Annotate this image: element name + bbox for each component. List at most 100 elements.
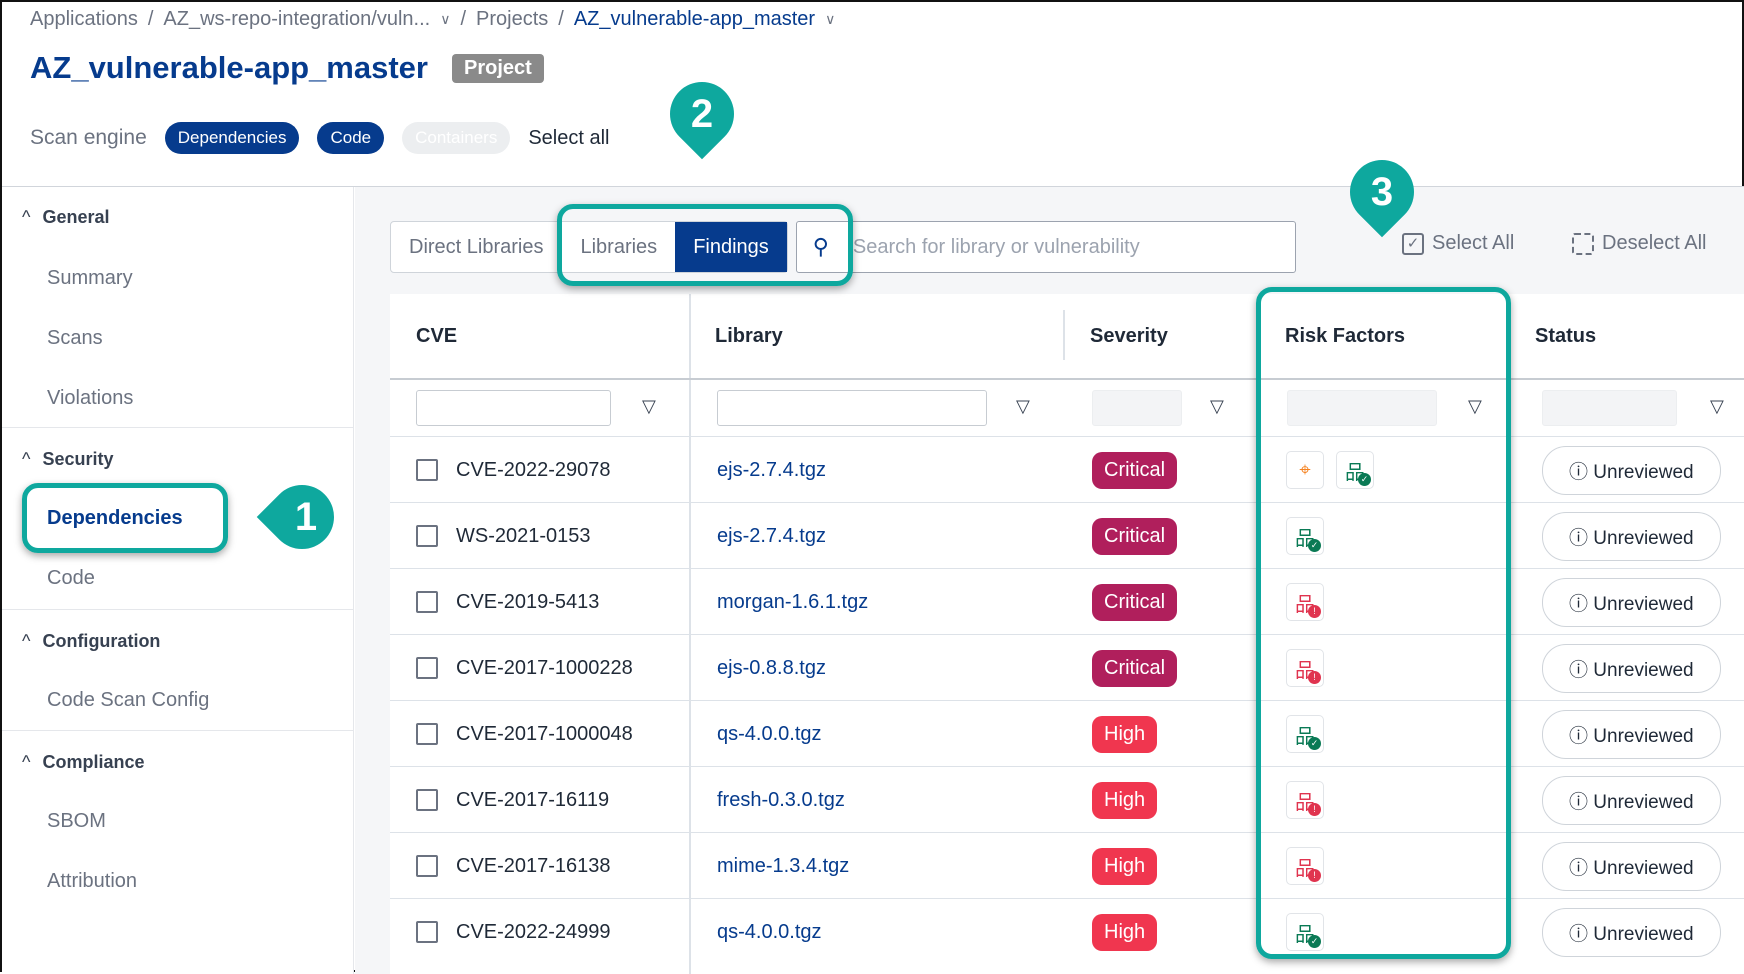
crumb-projects[interactable]: Projects: [476, 8, 549, 30]
column-header-severity[interactable]: Severity: [1090, 325, 1168, 347]
engine-dependencies-button[interactable]: Dependencies: [164, 122, 300, 154]
cve-filter-input[interactable]: [416, 390, 611, 426]
library-cell: morgan-1.6.1.tgz: [717, 569, 868, 635]
row-checkbox[interactable]: [416, 657, 438, 679]
column-header-risk-factors[interactable]: Risk Factors: [1285, 325, 1406, 347]
status-cell: ⓘ Unreviewed: [1542, 899, 1721, 965]
filter-icon[interactable]: ▽: [1210, 396, 1224, 416]
highlight-risk-factors: [1256, 287, 1511, 959]
status-button[interactable]: ⓘ Unreviewed: [1542, 775, 1721, 825]
reachability-ok-icon[interactable]: 品 ✓: [1286, 715, 1324, 753]
breadcrumb: Applications / AZ_ws-repo-integration/vul…: [30, 8, 836, 30]
select-all-engines-link[interactable]: Select all: [528, 126, 610, 149]
select-all-label: Select All: [1432, 232, 1515, 254]
reachability-alert-icon[interactable]: 品!: [1286, 583, 1324, 621]
row-checkbox[interactable]: [416, 591, 438, 613]
library-link[interactable]: ejs-0.8.8.tgz: [717, 656, 826, 679]
library-link[interactable]: morgan-1.6.1.tgz: [717, 590, 869, 613]
severity-cell: Critical: [1092, 437, 1178, 503]
reachability-ok-icon[interactable]: 品 ✓: [1286, 913, 1324, 951]
engine-containers-button[interactable]: Containers: [402, 122, 511, 154]
library-link[interactable]: mime-1.3.4.tgz: [717, 854, 850, 877]
callout-number: 1: [294, 495, 318, 539]
row-checkbox[interactable]: [416, 459, 438, 481]
table-row[interactable]: CVE-2017-16138 mime-1.3.4.tgz High 品! ⓘ Unre…: [390, 832, 1744, 898]
sidebar-item-code[interactable]: Code: [47, 567, 95, 589]
cve-cell: CVE-2017-1000048: [416, 701, 633, 767]
status-button[interactable]: ⓘ Unreviewed: [1542, 841, 1721, 891]
sidebar-item-dependencies[interactable]: Dependencies: [47, 507, 183, 529]
tab-findings[interactable]: Findings: [675, 222, 787, 272]
row-checkbox[interactable]: [416, 855, 438, 877]
status-button[interactable]: ⓘ Unreviewed: [1542, 511, 1721, 561]
sidebar-item-code-scan-config[interactable]: Code Scan Config: [47, 689, 210, 711]
table-row[interactable]: CVE-2022-24999 qs-4.0.0.tgz High 品 ✓ ⓘ Unrevi…: [390, 898, 1744, 964]
filter-icon[interactable]: ▽: [1710, 396, 1724, 416]
status-button[interactable]: ⓘ Unreviewed: [1542, 577, 1721, 627]
status-button[interactable]: ⓘ Unreviewed: [1542, 643, 1721, 693]
row-checkbox[interactable]: [416, 789, 438, 811]
sidebar-item-attribution[interactable]: Attribution: [47, 870, 138, 892]
severity-filter-input[interactable]: [1092, 390, 1182, 426]
column-header-status[interactable]: Status: [1535, 325, 1597, 347]
reachability-ok-icon[interactable]: 品 ✓: [1336, 451, 1374, 489]
sidebar-group-security[interactable]: Security: [22, 449, 113, 470]
reachability-alert-icon[interactable]: 品!: [1286, 781, 1324, 819]
sidebar-item-sbom[interactable]: SBOM: [47, 810, 106, 832]
deselect-all-button[interactable]: Deselect All: [1572, 232, 1707, 255]
reachability-alert-icon[interactable]: 品!: [1286, 847, 1324, 885]
status-filter-input[interactable]: [1542, 390, 1677, 426]
check-badge-icon: ✓: [1308, 935, 1321, 948]
sidebar-item-scans[interactable]: Scans: [47, 327, 103, 349]
column-header-cve[interactable]: CVE: [416, 325, 458, 347]
column-header-library[interactable]: Library: [715, 325, 783, 347]
sidebar-group-configuration[interactable]: Configuration: [22, 631, 160, 652]
status-button[interactable]: ⓘ Unreviewed: [1542, 445, 1721, 495]
status-button[interactable]: ⓘ Unreviewed: [1542, 907, 1721, 957]
filter-icon[interactable]: ▽: [642, 396, 656, 416]
reachability-ok-icon[interactable]: 品 ✓: [1286, 517, 1324, 555]
tab-direct-libraries[interactable]: Direct Libraries: [409, 236, 544, 258]
crumb-project[interactable]: AZ_vulnerable-app_master: [573, 8, 816, 30]
table-row[interactable]: CVE-2017-1000048 qs-4.0.0.tgz High 品 ✓ ⓘ Unre…: [390, 700, 1744, 766]
cve-id: CVE-2017-16138: [456, 854, 611, 877]
engine-code-button[interactable]: Code: [317, 122, 385, 154]
library-link[interactable]: fresh-0.3.0.tgz: [717, 788, 845, 811]
table-row[interactable]: CVE-2017-1000228 ejs-0.8.8.tgz Critical 品! ⓘ…: [390, 634, 1744, 700]
sidebar-group-compliance[interactable]: Compliance: [22, 752, 144, 773]
risk-cell: ⌖ 品 ✓: [1286, 437, 1386, 503]
crumb-applications[interactable]: Applications: [30, 8, 138, 30]
library-filter-input[interactable]: [717, 390, 987, 426]
row-checkbox[interactable]: [416, 921, 438, 943]
table-row[interactable]: CVE-2017-16119 fresh-0.3.0.tgz High 品! ⓘ Unr…: [390, 766, 1744, 832]
exploit-target-icon[interactable]: ⌖: [1286, 451, 1324, 489]
select-all-button[interactable]: ✓ Select All: [1402, 232, 1514, 255]
risk-filter-input[interactable]: [1287, 390, 1437, 426]
table-row[interactable]: WS-2021-0153 ejs-2.7.4.tgz Critical 品 ✓ ⓘ Unr…: [390, 502, 1744, 568]
chevron-down-icon[interactable]: ∨: [825, 11, 836, 27]
severity-badge: Critical: [1092, 649, 1178, 687]
library-link[interactable]: ejs-2.7.4.tgz: [717, 458, 826, 481]
library-cell: ejs-0.8.8.tgz: [717, 635, 826, 701]
reachability-alert-icon[interactable]: 品!: [1286, 649, 1324, 687]
table-row[interactable]: CVE-2022-29078 ejs-2.7.4.tgz Critical ⌖ 品 ✓ ⓘ …: [390, 436, 1744, 502]
sidebar-item-violations[interactable]: Violations: [47, 387, 134, 409]
cve-cell: CVE-2017-1000228: [416, 635, 633, 701]
sidebar-item-summary[interactable]: Summary: [47, 267, 133, 289]
crumb-application[interactable]: AZ_ws-repo-integration/vuln...: [163, 8, 431, 30]
sidebar-group-general[interactable]: General: [22, 207, 109, 228]
chevron-down-icon[interactable]: ∨: [440, 11, 451, 27]
library-link[interactable]: ejs-2.7.4.tgz: [717, 524, 826, 547]
library-link[interactable]: qs-4.0.0.tgz: [717, 722, 822, 745]
row-checkbox[interactable]: [416, 723, 438, 745]
table-row[interactable]: CVE-2019-5413 morgan-1.6.1.tgz Critical 品! ⓘ…: [390, 568, 1744, 634]
filter-icon[interactable]: ▽: [1016, 396, 1030, 416]
cve-cell: CVE-2017-16138: [416, 833, 611, 899]
library-link[interactable]: qs-4.0.0.tgz: [717, 920, 822, 943]
status-button[interactable]: ⓘ Unreviewed: [1542, 709, 1721, 759]
sidebar: General Summary Scans Violations Securit…: [2, 187, 354, 974]
search-input[interactable]: ⚲ Search for library or vulnerability: [795, 221, 1296, 273]
view-tabs: Direct Libraries Libraries Findings: [390, 221, 788, 273]
row-checkbox[interactable]: [416, 525, 438, 547]
filter-icon[interactable]: ▽: [1468, 396, 1482, 416]
